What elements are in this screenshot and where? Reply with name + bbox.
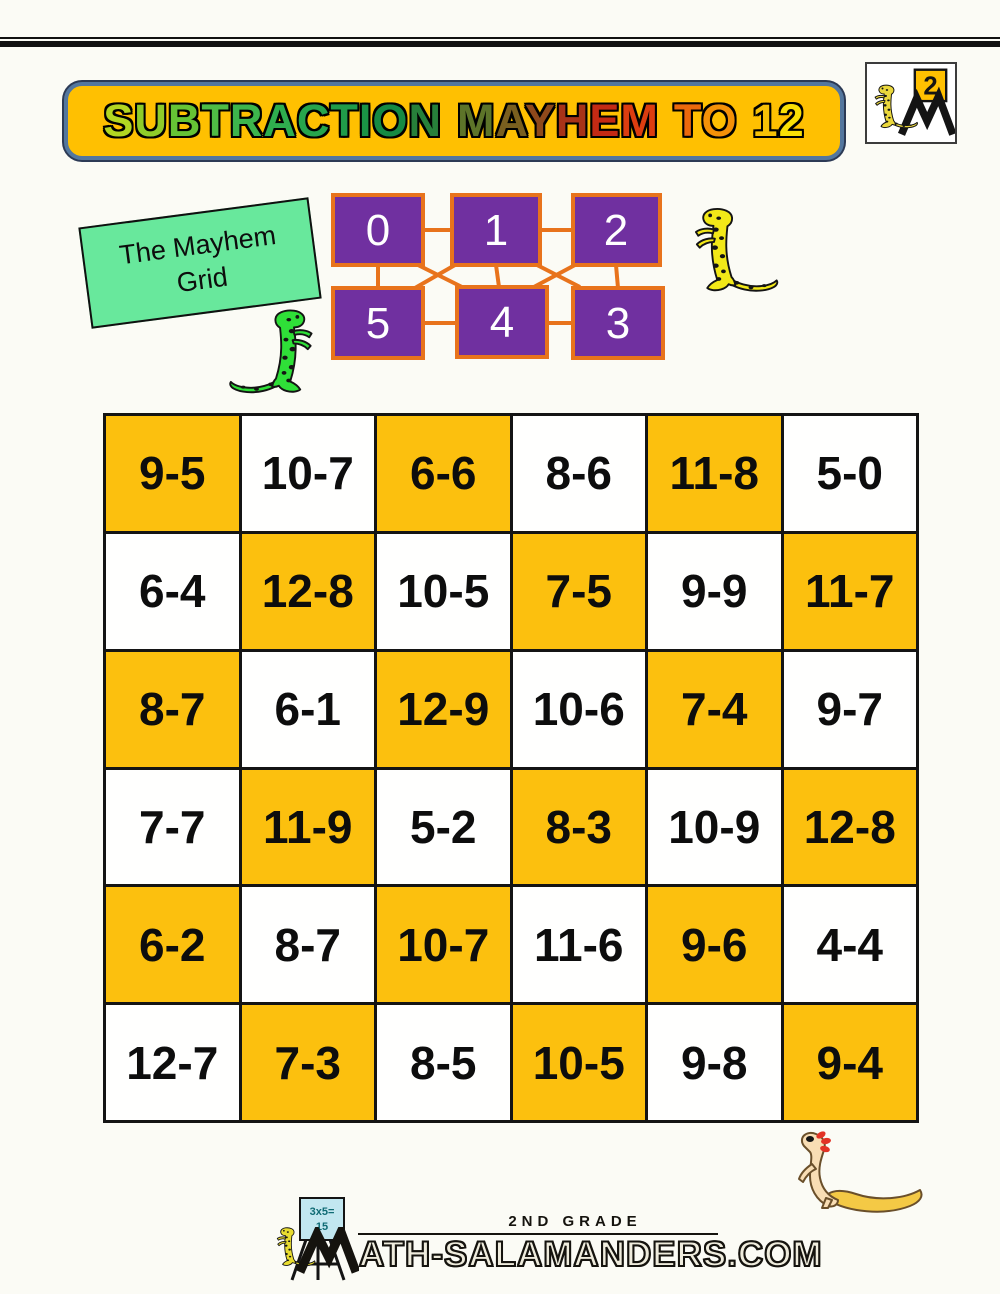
mayhem-number: 3 (606, 299, 630, 348)
title-letter: M (456, 95, 496, 146)
title-letter: B (167, 95, 202, 146)
puzzle-cell: 10-6 (512, 651, 645, 767)
mayhem-grid-connectors (376, 228, 620, 325)
axolotl-gills (816, 1131, 831, 1153)
puzzle-cell: 10-5 (512, 1005, 645, 1120)
puzzle-cell: 12-7 (106, 1005, 239, 1120)
puzzle-cell: 4-4 (783, 887, 916, 1003)
title-letter: S (103, 95, 135, 146)
title-letter: T (201, 95, 230, 146)
title-letter: A (263, 95, 297, 146)
title-letter: E (589, 95, 621, 146)
easel-text-line1: 3x5= (310, 1206, 335, 1218)
site-name-text: ATH-SALAMANDERS.COM (358, 1234, 823, 1275)
mayhem-number: 0 (366, 206, 390, 255)
title-letter: R (229, 95, 264, 146)
title-letter: T (673, 95, 702, 146)
yellow-salamander-icon (682, 203, 782, 298)
mayhem-box-1 (450, 193, 542, 267)
puzzle-cell: 7-7 (106, 769, 239, 885)
axolotl-arm (798, 1163, 817, 1183)
puzzle-cell: 11-9 (241, 769, 374, 885)
puzzle-cell: 12-8 (241, 533, 374, 649)
mayhem-box-4 (455, 285, 549, 359)
title-letter: A (495, 95, 525, 146)
puzzle-cell: 9-7 (783, 651, 916, 767)
mayhem-number: 2 (604, 206, 628, 255)
puzzle-cell: 11-8 (648, 416, 781, 531)
puzzle-cell: 9-6 (648, 887, 781, 1003)
title-letter: I (358, 95, 373, 146)
green-salamander-icon (228, 302, 323, 402)
mayhem-number: 1 (484, 206, 508, 255)
mayhem-box-3 (571, 286, 665, 360)
title-letter: H (555, 95, 590, 146)
title-letter: C (296, 95, 331, 146)
title-letter: M (620, 95, 659, 146)
footer-divider (358, 1233, 718, 1235)
title-letter: U (134, 95, 168, 146)
puzzle-cell: 6-6 (377, 416, 510, 531)
puzzle-cell: 12-8 (783, 769, 916, 885)
puzzle-cell: 6-2 (106, 887, 239, 1003)
title-letter: 2 (778, 95, 805, 146)
title-letter: O (372, 95, 409, 146)
puzzle-cell: 8-3 (512, 769, 645, 885)
puzzle-cell: 10-9 (648, 769, 781, 885)
logo-number: 2 (923, 72, 937, 100)
site-name: ATH-SALAMANDERS.COM (297, 1227, 823, 1275)
title-letter: T (330, 95, 359, 146)
easel-salamander-icon: 3x5= 15 (276, 1197, 346, 1281)
axolotl-tail (827, 1189, 923, 1213)
puzzle-cell: 12-9 (377, 651, 510, 767)
puzzle-cell: 8-6 (512, 416, 645, 531)
puzzle-cell: 11-7 (783, 533, 916, 649)
axolotl-leg (821, 1197, 833, 1209)
mayhem-number: 4 (490, 298, 514, 347)
top-divider (0, 37, 1000, 47)
puzzle-cell: 9-8 (648, 1005, 781, 1120)
logo-number-plate (913, 68, 948, 103)
title-banner: SUBTRACTION MAYHEM TO 12 (64, 82, 844, 160)
puzzle-cell: 5-0 (783, 416, 916, 531)
title-letter: O (701, 95, 738, 146)
puzzle-grid: 9-5 10-7 6-6 8-6 11-8 5-0 6-4 12-8 10-5 7-5 9-9 11-… (103, 413, 919, 1123)
site-m-icon (297, 1227, 359, 1274)
sign-line2: Grid (174, 261, 230, 299)
puzzle-cell: 10-7 (241, 416, 374, 531)
page-title: SUBTRACTION MAYHEM TO 12 (103, 95, 804, 147)
axolotl-eye (806, 1136, 814, 1142)
mayhem-box-5 (331, 286, 425, 360)
puzzle-cell: 7-4 (648, 651, 781, 767)
mayhem-box-0 (331, 193, 425, 267)
grade-label: 2ND GRADE (508, 1213, 642, 1230)
puzzle-cell: 8-7 (106, 651, 239, 767)
axolotl-salamander-icon (798, 1131, 923, 1213)
title-letter: 1 (752, 95, 779, 146)
math-salamanders-logo: 2 (865, 62, 957, 144)
puzzle-cell: 10-5 (377, 533, 510, 649)
puzzle-cell: 7-3 (241, 1005, 374, 1120)
puzzle-cell: 8-5 (377, 1005, 510, 1120)
mayhem-number: 5 (366, 299, 390, 348)
mayhem-grid-diagram: 0 1 2 5 4 3 (331, 193, 665, 360)
title-letter: Y (524, 95, 556, 146)
puzzle-cell: 5-2 (377, 769, 510, 885)
puzzle-cell: 6-4 (106, 533, 239, 649)
puzzle-cell: 10-7 (377, 887, 510, 1003)
puzzle-cell: 8-7 (241, 887, 374, 1003)
title-letter: N (408, 95, 442, 146)
puzzle-cell: 11-6 (512, 887, 645, 1003)
puzzle-cell: 9-9 (648, 533, 781, 649)
mayhem-box-2 (571, 193, 662, 267)
puzzle-cell: 9-5 (106, 416, 239, 531)
logo-m-icon (897, 86, 957, 136)
puzzle-cell: 6-1 (241, 651, 374, 767)
puzzle-cell: 9-4 (783, 1005, 916, 1120)
puzzle-cell: 7-5 (512, 533, 645, 649)
